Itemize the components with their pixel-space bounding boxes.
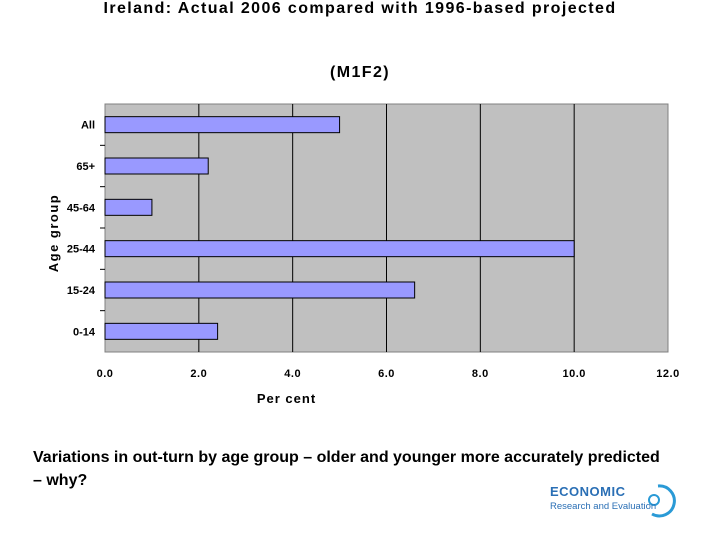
x-tick-label: 2.0: [190, 368, 207, 380]
chart-title-line2: (M1F2): [330, 64, 390, 81]
y-tick-label: 45-64: [67, 202, 96, 214]
chart-title: Ireland: Actual 2006 compared with 1996-…: [60, 0, 660, 18]
economic-research-logo: ECONOMIC Research and Evaluation: [548, 478, 678, 526]
x-tick-label: 10.0: [562, 368, 585, 380]
y-tick-label: 25-44: [67, 244, 96, 256]
y-tick-label: All: [81, 120, 95, 132]
x-axis-title: Per cent: [257, 391, 316, 406]
x-tick-label: 4.0: [284, 368, 301, 380]
x-tick-label: 0.0: [97, 368, 114, 380]
bar: [104, 157, 209, 175]
logo-text-line1: ECONOMIC: [550, 484, 626, 499]
bar: [104, 198, 153, 216]
slide-caption: Variations in out-turn by age group – ol…: [33, 449, 660, 489]
bar: [104, 281, 416, 299]
y-tick-label: 0-14: [73, 326, 96, 338]
x-tick-label: 6.0: [378, 368, 395, 380]
bar: [104, 116, 341, 134]
y-tick-label: 65+: [76, 161, 95, 173]
bar: [104, 322, 219, 340]
x-tick-label: 12.0: [656, 368, 679, 380]
logo-text-line2: Research and Evaluation: [550, 501, 656, 512]
bar: [104, 240, 575, 258]
y-tick-label: 15-24: [67, 285, 96, 297]
y-axis-title: Age group: [46, 194, 61, 273]
chart-title-line1: Ireland: Actual 2006 compared with 1996-…: [103, 0, 617, 17]
x-tick-label: 8.0: [472, 368, 489, 380]
